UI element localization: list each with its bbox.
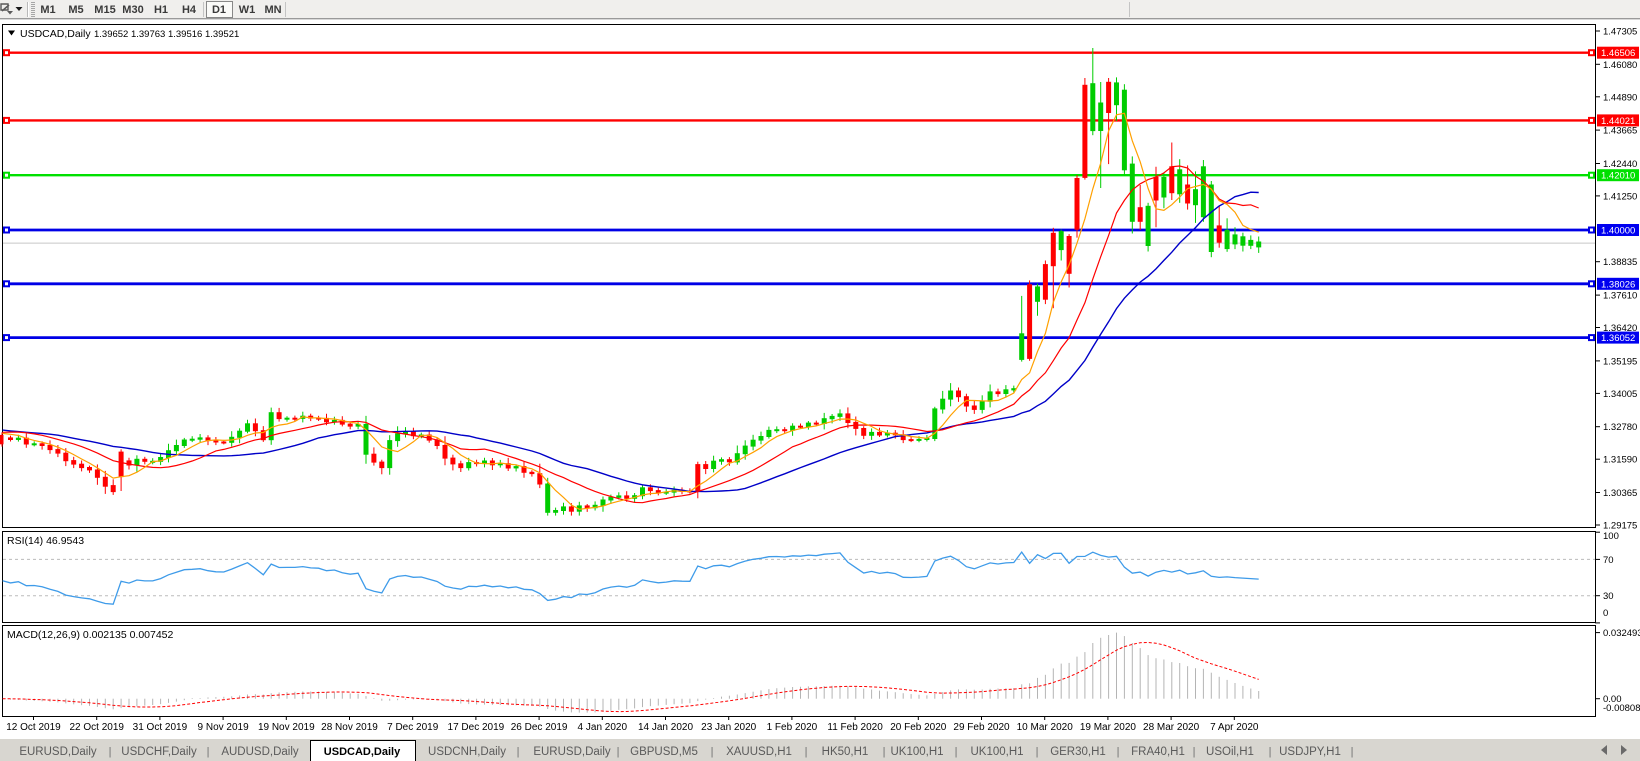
svg-text:|: |	[1269, 746, 1272, 758]
svg-text:GBPUSD,M5: GBPUSD,M5	[630, 746, 698, 758]
svg-text:20 Feb 2020: 20 Feb 2020	[890, 722, 947, 733]
svg-text:1.44890: 1.44890	[1603, 92, 1637, 103]
svg-text:11 Feb 2020: 11 Feb 2020	[827, 722, 883, 733]
svg-text:0: 0	[1603, 608, 1608, 619]
svg-text:M15: M15	[94, 4, 115, 16]
svg-text:70: 70	[1603, 555, 1614, 566]
svg-text:1.37610: 1.37610	[1603, 291, 1637, 302]
svg-text:26 Dec 2019: 26 Dec 2019	[511, 722, 568, 733]
svg-text:H4: H4	[182, 4, 197, 16]
svg-text:D1: D1	[212, 4, 226, 16]
svg-text:USDJPY,H1: USDJPY,H1	[1279, 746, 1341, 758]
svg-text:19 Nov 2019: 19 Nov 2019	[258, 722, 315, 733]
svg-text:W1: W1	[239, 4, 256, 16]
svg-text:23 Jan 2020: 23 Jan 2020	[701, 722, 756, 733]
svg-text:USDCHF,Daily: USDCHF,Daily	[121, 746, 197, 758]
svg-text:0.032493: 0.032493	[1603, 628, 1640, 639]
svg-text:31 Oct 2019: 31 Oct 2019	[133, 722, 188, 733]
svg-text:|: |	[617, 746, 620, 758]
svg-text:|: |	[883, 746, 886, 758]
svg-text:AUDUSD,Daily: AUDUSD,Daily	[221, 746, 299, 758]
svg-text:1.47305: 1.47305	[1603, 27, 1637, 38]
svg-text:9 Nov 2019: 9 Nov 2019	[198, 722, 250, 733]
svg-text:|: |	[517, 746, 520, 758]
svg-text:30: 30	[1603, 591, 1614, 602]
svg-text:1.36052: 1.36052	[1601, 333, 1635, 344]
svg-text:RSI(14) 46.9543: RSI(14) 46.9543	[7, 535, 84, 547]
svg-text:XAUUSD,H1: XAUUSD,H1	[726, 746, 792, 758]
svg-text:M5: M5	[68, 4, 83, 16]
svg-text:1.40000: 1.40000	[1601, 226, 1635, 237]
svg-text:1.42010: 1.42010	[1601, 171, 1635, 182]
svg-text:1.38835: 1.38835	[1603, 257, 1637, 268]
svg-text:|: |	[207, 746, 210, 758]
svg-text:1.35195: 1.35195	[1603, 356, 1637, 367]
svg-text:MACD(12,26,9) 0.002135 0.00745: MACD(12,26,9) 0.002135 0.007452	[7, 629, 174, 641]
svg-text:|: |	[955, 746, 958, 758]
svg-text:1.42440: 1.42440	[1603, 159, 1637, 170]
svg-text:1 Feb 2020: 1 Feb 2020	[767, 722, 818, 733]
svg-text:USDCNH,Daily: USDCNH,Daily	[428, 746, 506, 758]
svg-text:1.46080: 1.46080	[1603, 60, 1637, 71]
svg-text:M30: M30	[122, 4, 143, 16]
svg-text:1.43665: 1.43665	[1603, 126, 1637, 137]
svg-text:1.32780: 1.32780	[1603, 422, 1637, 433]
svg-text:1.36420: 1.36420	[1603, 323, 1637, 334]
svg-text:19 Mar 2020: 19 Mar 2020	[1080, 722, 1137, 733]
svg-text:USOil,H1: USOil,H1	[1206, 746, 1254, 758]
svg-text:EURUSD,Daily: EURUSD,Daily	[533, 746, 611, 758]
svg-text:GER30,H1: GER30,H1	[1050, 746, 1106, 758]
svg-text:1.31590: 1.31590	[1603, 455, 1637, 466]
svg-text:28 Mar 2020: 28 Mar 2020	[1143, 722, 1200, 733]
svg-text:HK50,H1: HK50,H1	[822, 746, 869, 758]
svg-text:MN: MN	[264, 4, 281, 16]
svg-text:100: 100	[1603, 531, 1619, 542]
svg-text:10 Mar 2020: 10 Mar 2020	[1017, 722, 1074, 733]
svg-text:14 Jan 2020: 14 Jan 2020	[638, 722, 693, 733]
svg-text:1.34005: 1.34005	[1603, 389, 1637, 400]
svg-text:|: |	[1036, 746, 1039, 758]
svg-text:|: |	[1193, 746, 1196, 758]
svg-text:17 Dec 2019: 17 Dec 2019	[448, 722, 505, 733]
svg-text:1.39652 1.39763 1.39516 1.3952: 1.39652 1.39763 1.39516 1.39521	[94, 29, 239, 40]
svg-text:-0.008086: -0.008086	[1603, 703, 1640, 714]
svg-text:29 Feb 2020: 29 Feb 2020	[953, 722, 1010, 733]
svg-text:28 Nov 2019: 28 Nov 2019	[321, 722, 378, 733]
svg-text:1.46506: 1.46506	[1601, 48, 1635, 59]
svg-text:H1: H1	[154, 4, 168, 16]
svg-text:|: |	[805, 746, 808, 758]
svg-text:M1: M1	[40, 4, 55, 16]
svg-text:|: |	[711, 746, 714, 758]
svg-text:1.30365: 1.30365	[1603, 488, 1637, 499]
svg-text:|: |	[1351, 746, 1354, 758]
svg-text:UK100,H1: UK100,H1	[890, 746, 943, 758]
svg-text:1.29175: 1.29175	[1603, 521, 1637, 532]
svg-text:USDCAD,Daily: USDCAD,Daily	[324, 746, 401, 758]
svg-text:1.41250: 1.41250	[1603, 191, 1637, 202]
svg-text:1.44021: 1.44021	[1601, 116, 1635, 127]
svg-text:USDCAD,Daily: USDCAD,Daily	[20, 28, 91, 40]
svg-text:7 Apr 2020: 7 Apr 2020	[1210, 722, 1259, 733]
svg-text:FRA40,H1: FRA40,H1	[1131, 746, 1185, 758]
svg-text:22 Oct 2019: 22 Oct 2019	[69, 722, 124, 733]
svg-text:1.38026: 1.38026	[1601, 279, 1635, 290]
svg-text:4 Jan 2020: 4 Jan 2020	[578, 722, 628, 733]
svg-text:7 Dec 2019: 7 Dec 2019	[387, 722, 439, 733]
svg-text:UK100,H1: UK100,H1	[970, 746, 1023, 758]
svg-text:0.00: 0.00	[1603, 694, 1622, 705]
svg-text:|: |	[1117, 746, 1120, 758]
svg-text:|: |	[109, 746, 112, 758]
svg-text:12 Oct 2019: 12 Oct 2019	[6, 722, 61, 733]
svg-text:EURUSD,Daily: EURUSD,Daily	[19, 746, 97, 758]
